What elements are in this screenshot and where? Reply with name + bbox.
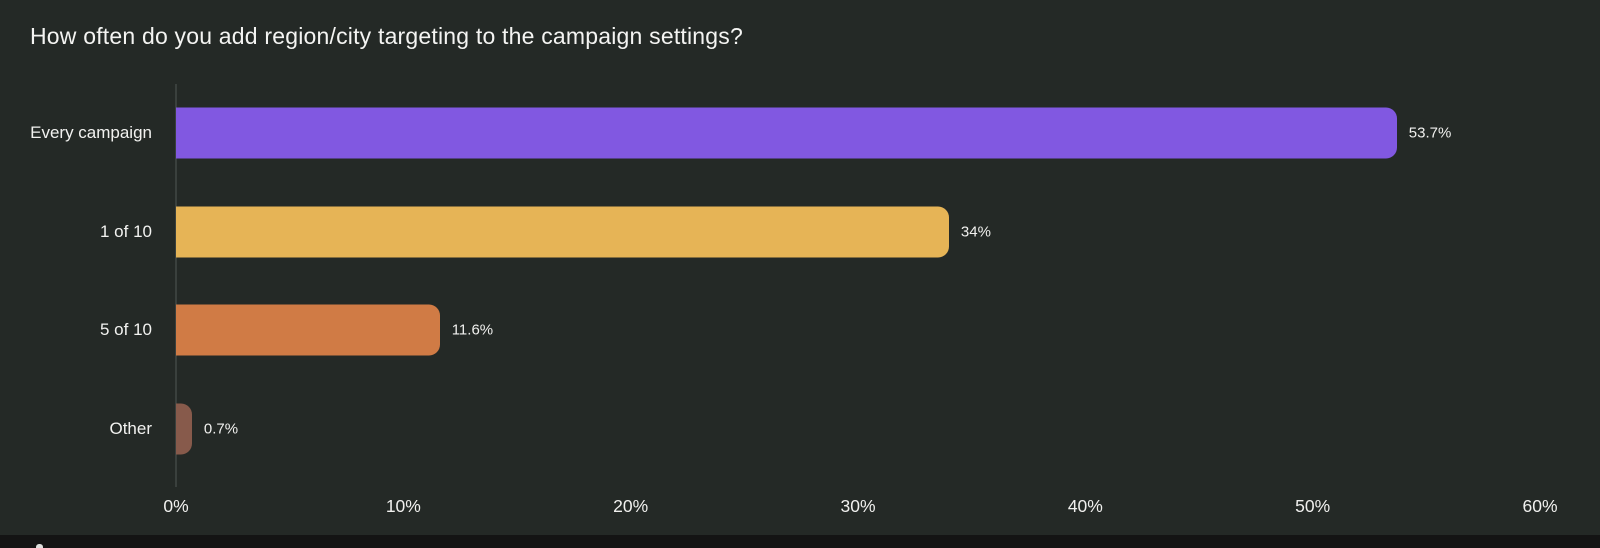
bar [176, 304, 440, 356]
bar [176, 107, 1397, 159]
x-tick-label: 60% [1522, 496, 1558, 516]
x-tick-label: 10% [385, 496, 421, 516]
bar [176, 403, 192, 455]
y-axis-line [175, 84, 177, 487]
value-label: 0.7% [203, 420, 239, 438]
bar [176, 206, 949, 258]
category-label: 1 of 10 [100, 221, 152, 241]
value-label: 34% [960, 223, 991, 241]
category-label: Every campaign [30, 123, 152, 143]
x-tick-label: 50% [1295, 496, 1331, 516]
value-label: 11.6% [451, 321, 494, 339]
cutoff-artifact [36, 544, 43, 548]
value-label: 53.7% [1408, 124, 1452, 142]
chart-title: How often do you add region/city targeti… [30, 23, 743, 49]
x-tick-label: 30% [840, 496, 876, 516]
category-label: 5 of 10 [100, 320, 152, 340]
footer-strip [0, 535, 1600, 548]
x-tick-label: 0% [163, 496, 189, 516]
x-tick-label: 20% [613, 496, 649, 516]
x-tick-label: 40% [1067, 496, 1103, 516]
category-label: Other [109, 418, 152, 438]
